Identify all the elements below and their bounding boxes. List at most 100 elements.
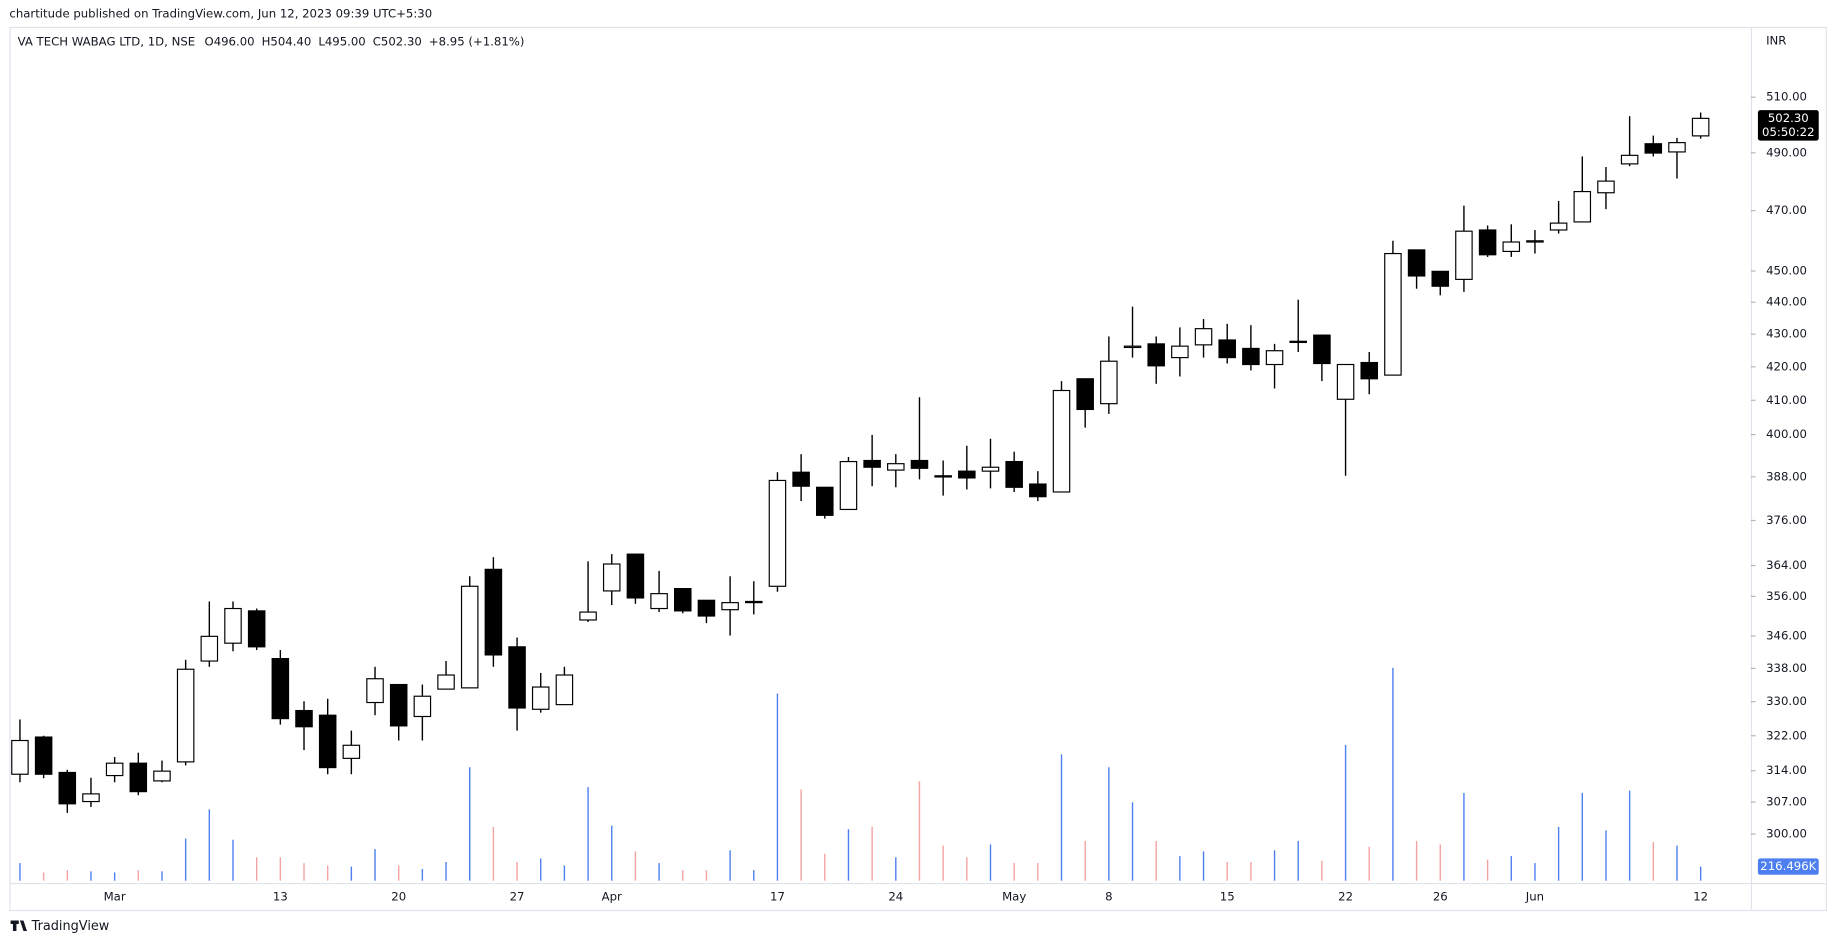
ohlc-value: H504.40: [262, 35, 312, 49]
candle-body: [958, 470, 976, 479]
candle-body: [934, 475, 952, 478]
candle-body: [1242, 347, 1260, 366]
logo: TradingView: [10, 919, 110, 934]
y-tick-label: 450.00: [1766, 264, 1807, 278]
candle-body: [1668, 142, 1686, 153]
y-tick-label: 510.00: [1766, 90, 1807, 104]
candle-body: [1336, 363, 1355, 400]
candle-body: [34, 736, 53, 775]
volume-bar: [1676, 845, 1678, 881]
candle-body: [1313, 334, 1331, 365]
volume-bar: [492, 826, 495, 881]
volume-bar: [1652, 842, 1655, 881]
volume-bar: [634, 851, 637, 881]
volume-bar: [303, 863, 305, 881]
x-tick-label: 27: [510, 890, 525, 904]
candle-body: [342, 744, 361, 759]
x-tick-label: Mar: [104, 890, 126, 904]
candle-body: [484, 568, 503, 656]
volume-bar: [137, 870, 140, 881]
candle-body: [745, 600, 763, 604]
volume-bar: [1131, 802, 1134, 881]
volume-bar: [658, 863, 660, 881]
candle-body: [1194, 328, 1213, 346]
candle-body: [1384, 252, 1402, 376]
candle-body: [224, 607, 242, 644]
volume-bar: [1013, 863, 1015, 881]
candle-body: [1289, 340, 1307, 344]
volume-bar: [113, 872, 116, 881]
y-tick-label: 300.00: [1766, 827, 1807, 841]
candle-body: [82, 793, 100, 803]
volume-bar: [42, 872, 45, 881]
volume-bar: [871, 826, 873, 881]
x-tick-label: 15: [1220, 890, 1235, 904]
volume-bar: [1202, 851, 1205, 881]
candle-body: [1620, 154, 1639, 165]
volume-bar: [1581, 792, 1583, 881]
candle-body: [1644, 143, 1663, 154]
volume-bar: [705, 870, 708, 881]
candle-body: [413, 695, 432, 718]
footer: TradingView: [31, 919, 110, 934]
volume-bar: [1415, 840, 1418, 881]
last-volume-label: 216.496K: [1760, 859, 1816, 873]
last-volume-box: [1757, 858, 1819, 875]
volume-bar: [66, 870, 68, 881]
volume-bar: [1108, 767, 1110, 881]
y-tick-label: 440.00: [1766, 295, 1807, 309]
volume-bar: [469, 767, 471, 881]
ohlc-value: +8.95 (+1.81%): [429, 35, 525, 49]
y-tick-label: 322.00: [1766, 728, 1807, 742]
candle-body: [389, 683, 408, 727]
candle-body: [981, 466, 1000, 472]
pane-border: [9, 26, 1827, 912]
volume-bar: [1392, 667, 1394, 881]
y-tick-label: 376.00: [1766, 513, 1807, 527]
candle-body: [721, 602, 739, 611]
candle-body: [11, 739, 29, 775]
volume-bar: [1226, 861, 1228, 881]
candle-body: [792, 471, 810, 487]
volume-bar: [1605, 830, 1607, 881]
candle-body: [1597, 180, 1615, 194]
candle-body: [366, 678, 384, 704]
candle-body: [58, 771, 77, 805]
candle-body: [1407, 249, 1426, 277]
candle-body: [153, 770, 171, 782]
x-tick-label: May: [1002, 890, 1026, 904]
volume-bar: [19, 863, 21, 881]
volume-layer: [19, 667, 1702, 881]
volume-bar: [1297, 840, 1299, 881]
candle-body: [1147, 343, 1165, 367]
volume-bar: [516, 861, 518, 881]
ohlc-value: C502.30: [373, 35, 422, 49]
candle-body: [1029, 483, 1047, 498]
candle-body: [673, 588, 692, 612]
volume-bar: [942, 845, 944, 881]
volume-bar: [1321, 860, 1323, 881]
volume-bar: [1486, 859, 1489, 881]
volume-bar: [563, 865, 566, 881]
candle-body: [863, 459, 881, 468]
volume-bar: [776, 693, 779, 881]
candle-body: [887, 463, 905, 471]
candle-body: [1431, 270, 1450, 287]
candle-body: [839, 460, 858, 511]
candle-body: [271, 658, 290, 720]
candle-body: [129, 762, 148, 793]
candle-body: [318, 714, 337, 769]
candle-body: [1076, 378, 1094, 411]
candle-body: [105, 762, 124, 777]
candle-body: [768, 479, 787, 587]
y-tick-label: 410.00: [1766, 393, 1807, 407]
last-price-box: [1757, 110, 1819, 141]
header: chartitude published on TradingView.com,…: [9, 7, 432, 21]
volume-bar: [753, 870, 755, 881]
x-tick-label: 17: [770, 890, 785, 904]
volume-bar: [1155, 840, 1157, 881]
candle-body: [1052, 389, 1071, 493]
